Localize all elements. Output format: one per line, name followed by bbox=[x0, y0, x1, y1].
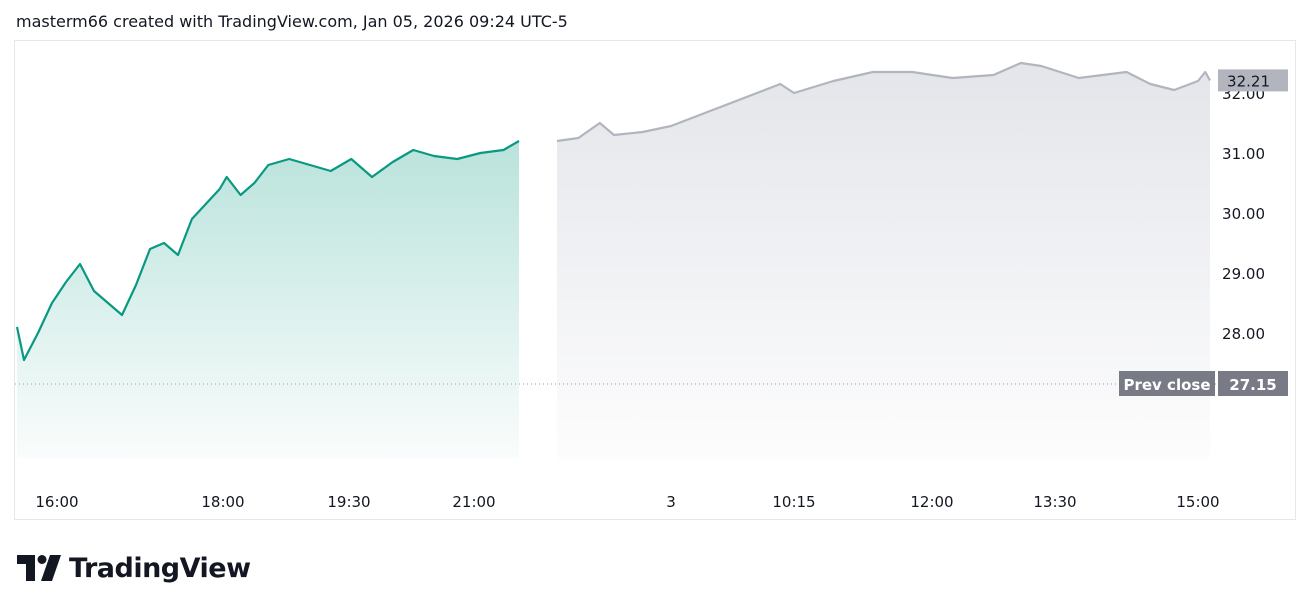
x-tick-label: 10:15 bbox=[772, 493, 815, 511]
prev-close-label: Prev close bbox=[1123, 376, 1210, 394]
tradingview-logo-text: TradingView bbox=[69, 552, 251, 584]
x-tick-label: 15:00 bbox=[1176, 493, 1219, 511]
regular-session-line bbox=[15, 140, 520, 362]
x-tick-label: 18:00 bbox=[201, 493, 244, 511]
tradingview-logo[interactable]: TradingView bbox=[17, 548, 251, 588]
x-tick-label: 12:00 bbox=[910, 493, 953, 511]
last-price-badge bbox=[1218, 69, 1288, 92]
last-price-label: 32.21 bbox=[1227, 72, 1270, 90]
x-tick-label: 13:30 bbox=[1033, 493, 1076, 511]
tradingview-logo-icon bbox=[17, 555, 61, 581]
y-tick-label: 29.00 bbox=[1222, 265, 1265, 283]
prev-close-badge bbox=[1119, 371, 1215, 396]
y-tick-label: 30.00 bbox=[1222, 205, 1265, 223]
x-tick-label: 19:30 bbox=[327, 493, 370, 511]
extended-session-area bbox=[557, 63, 1210, 459]
x-tick-label: 16:00 bbox=[35, 493, 78, 511]
x-tick-label: 21:00 bbox=[452, 493, 495, 511]
chart-pane[interactable]: 28.00 29.00 30.00 31.00 32.00 16:00 18:00 19:30… bbox=[14, 40, 1296, 520]
extended-session-line bbox=[556, 61, 1211, 143]
chart-attribution: masterm66 created with TradingView.com, … bbox=[16, 12, 568, 31]
y-tick-label: 28.00 bbox=[1222, 325, 1265, 343]
y-tick-label: 31.00 bbox=[1222, 145, 1265, 163]
prev-close-value-badge bbox=[1218, 371, 1288, 396]
x-tick-label: 3 bbox=[666, 493, 676, 511]
prev-close-value: 27.15 bbox=[1229, 376, 1276, 394]
regular-session-area bbox=[17, 141, 519, 459]
